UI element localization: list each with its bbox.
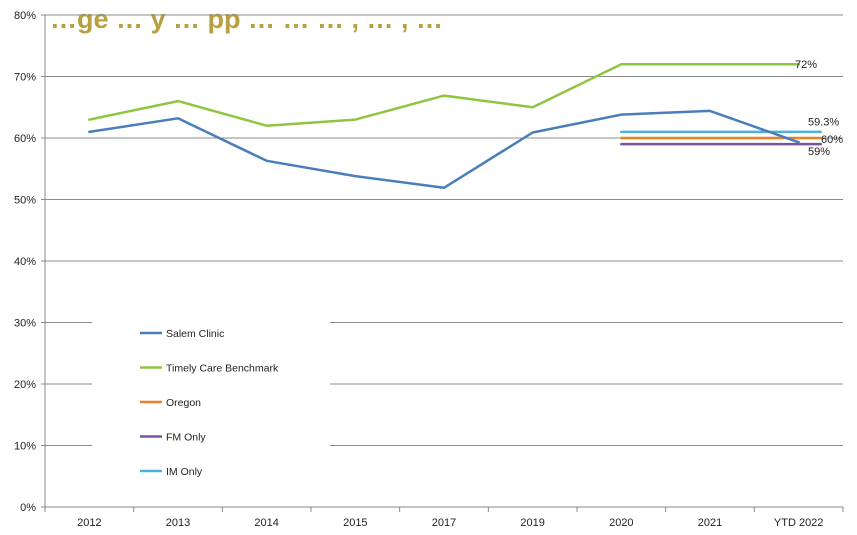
x-tick-label: 2013 [166,517,190,529]
legend-label: Salem Clinic [166,328,224,340]
legend-label: Oregon [166,397,201,409]
legend: Salem Clinic Timely Care Benchmark Oregon F… [95,305,330,490]
y-tick-label: 30% [14,318,36,330]
x-tick-label: 2015 [343,517,367,529]
data-label: 60% [821,134,843,146]
x-tick-label: YTD 2022 [774,517,824,529]
legend-label: IM Only [166,466,203,478]
y-tick-label: 60% [14,133,36,145]
x-tick-label: 2020 [609,517,633,529]
axes [41,14,844,512]
annotations: 72% 59.3% 60%59% [795,59,843,158]
x-tick-label: 2014 [254,517,278,529]
legend-label: Timely Care Benchmark [166,363,279,375]
x-tick-label: 2017 [432,517,456,529]
chart-title: …ge … y … pp … … … , … , … [50,4,443,34]
data-label: 72% [795,59,817,71]
data-label: 59.3% [808,116,839,128]
y-tick-label: 20% [14,379,36,391]
tick-labels: 0% 10% 20% 30% 40% 50% 60% 70% 80% 2012 2013 2014 20… [14,10,823,529]
y-tick-label: 10% [14,441,36,453]
y-tick-label: 70% [14,72,36,84]
x-tick-label: 2012 [77,517,101,529]
y-tick-label: 80% [14,10,36,22]
y-tick-label: 50% [14,195,36,207]
legend-box [95,305,330,490]
legend-label: FM Only [166,432,206,444]
x-tick-label: 2019 [520,517,544,529]
series-lines [88,62,822,190]
data-label: 59% [808,146,830,158]
series-line-salem-clinic [88,109,800,190]
series-line-timely-care-benchmark [88,62,800,127]
y-tick-label: 0% [20,502,36,514]
x-tick-label: 2021 [698,517,722,529]
y-tick-label: 40% [14,256,36,268]
